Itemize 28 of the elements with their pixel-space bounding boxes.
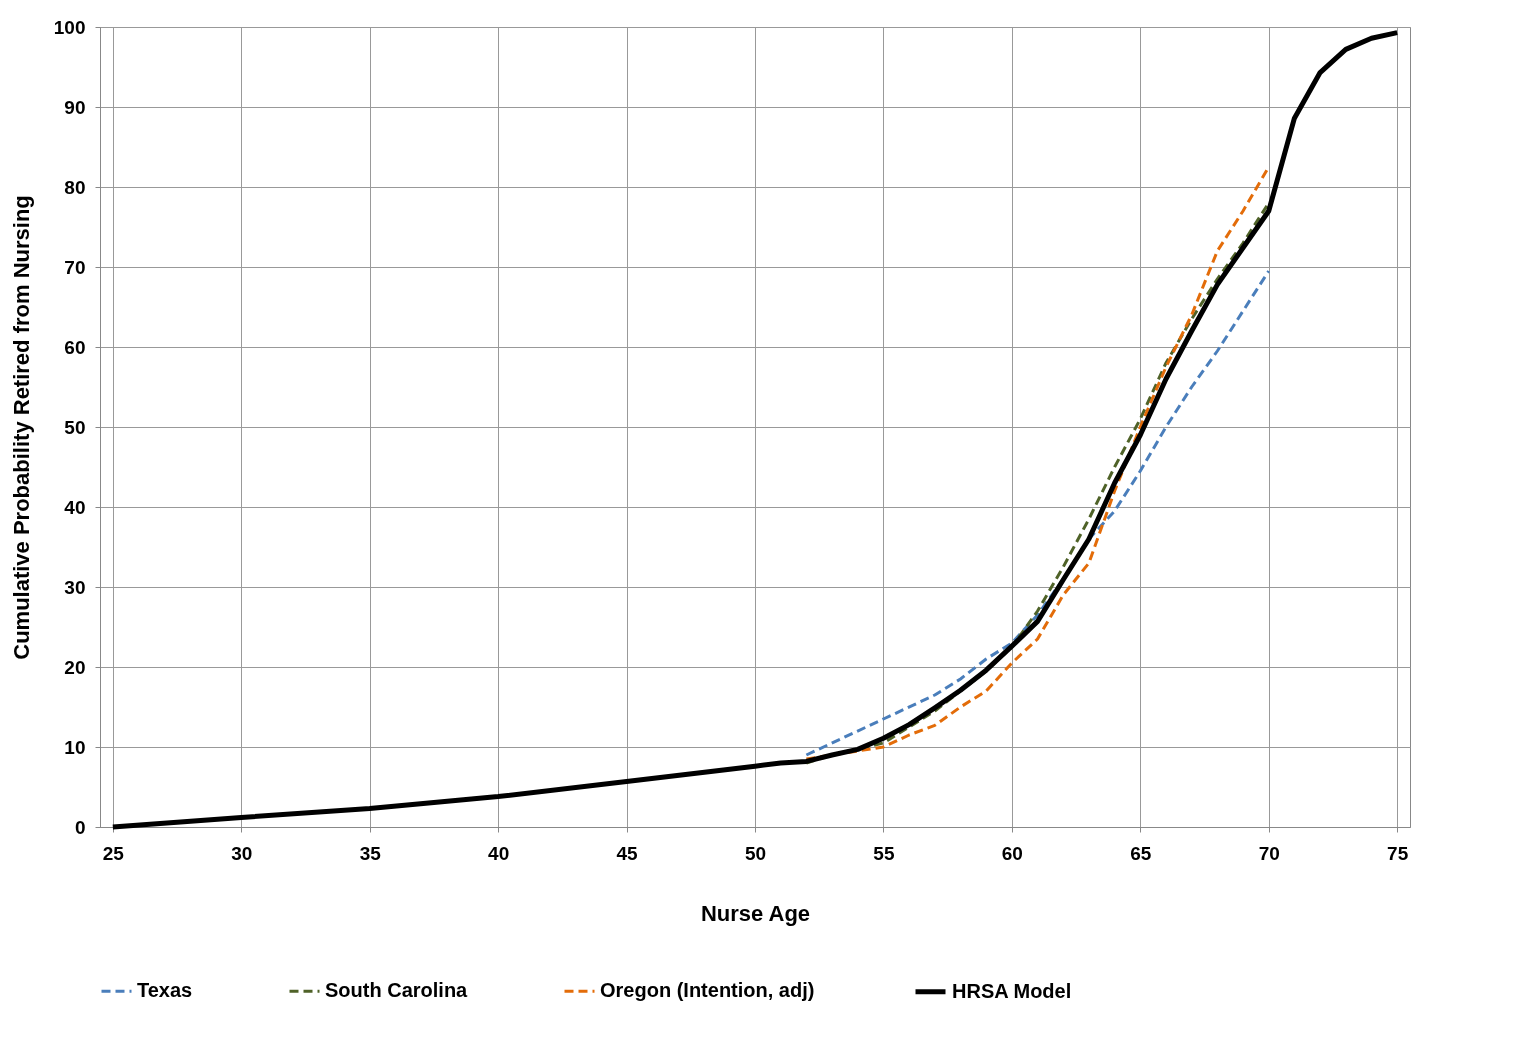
x-tick-label: 30 [231, 842, 253, 864]
x-tick-label: 35 [359, 842, 382, 864]
y-tick-label: 90 [64, 96, 86, 118]
y-tick-label: 30 [64, 576, 86, 598]
y-axis-title: Cumulative Probability Retired from Nursing [8, 195, 34, 660]
legend-label: Oregon (Intention, adj) [600, 979, 815, 1002]
y-tick-label: 80 [64, 176, 86, 198]
x-tick-label: 50 [744, 842, 767, 864]
legend-label: Texas [137, 979, 193, 1002]
y-tick-label: 50 [64, 416, 86, 438]
y-tick-label: 60 [64, 336, 86, 358]
y-tick-label: 40 [64, 496, 86, 518]
x-tick-label: 70 [1258, 842, 1280, 864]
x-tick-label: 45 [616, 842, 639, 864]
y-tick-label: 10 [64, 736, 86, 758]
y-tick-label: 20 [64, 656, 86, 678]
x-tick-label: 55 [873, 842, 895, 864]
x-tick-label: 75 [1387, 842, 1409, 864]
y-tick-label: 70 [64, 256, 86, 278]
y-tick-label: 100 [53, 16, 86, 38]
legend-label: HRSA Model [952, 979, 1072, 1002]
y-tick-label: 0 [74, 816, 86, 838]
legend-label: South Carolina [325, 979, 469, 1002]
x-axis-title: Nurse Age [700, 900, 811, 926]
x-tick-label: 40 [488, 842, 510, 864]
x-tick-label: 65 [1130, 842, 1152, 864]
x-tick-label: 25 [102, 842, 125, 864]
x-tick-label: 60 [1001, 842, 1023, 864]
